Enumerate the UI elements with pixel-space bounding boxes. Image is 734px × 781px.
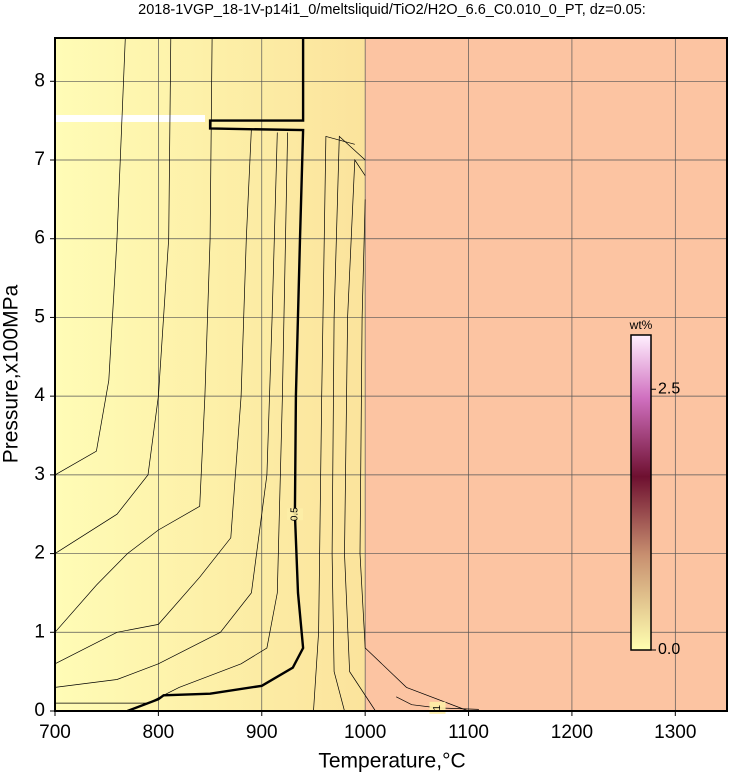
contour-line [54,132,278,688]
y-axis-label: Pressure,x100MPa [0,284,23,463]
x-tick-label: 1200 [551,722,593,743]
contour-line [54,37,172,554]
x-tick-label: 800 [143,722,175,743]
colorbar-label: wt% [629,318,653,332]
colorbar-tick-label: 0.0 [658,641,680,658]
x-tick-label: 1000 [344,722,386,743]
y-tick-label: 1 [34,621,45,642]
contour-label: 1 [432,705,443,711]
field-low [55,38,365,711]
y-tick-label: 7 [34,149,45,170]
y-tick-label: 5 [34,306,45,327]
contour-line [344,158,376,712]
contour-line [126,38,305,713]
y-tick-label: 2 [34,543,45,564]
x-tick-label: 1300 [654,722,696,743]
contour-line [54,37,126,476]
contour-label: 0.5 [289,507,300,521]
contour-line [54,128,252,665]
x-tick-label: 700 [39,722,71,743]
y-tick-label: 6 [34,228,45,249]
y-tick-label: 0 [34,700,45,721]
plot-frame [54,37,728,712]
contour-line [54,37,213,633]
x-tick-label: 1100 [448,722,489,743]
no-data-gap [55,115,205,122]
contour-line [313,135,355,712]
contour-line [331,135,366,712]
contour-label-bg [286,508,303,521]
colorbar-tick-label: 2.5 [658,380,680,397]
field-high [365,38,727,711]
y-tick-label: 4 [34,385,45,406]
colorbar [630,334,652,651]
contour-line [359,199,469,712]
x-axis-label: Temperature,°C [318,750,465,773]
y-tick-label: 8 [34,70,45,91]
y-tick-label: 3 [34,464,45,485]
chart-title: 2018-1VGP_18-1V-p14i1_0/meltsliquid/TiO2… [138,2,646,18]
x-tick-label: 900 [246,722,278,743]
contour-line [396,696,479,710]
